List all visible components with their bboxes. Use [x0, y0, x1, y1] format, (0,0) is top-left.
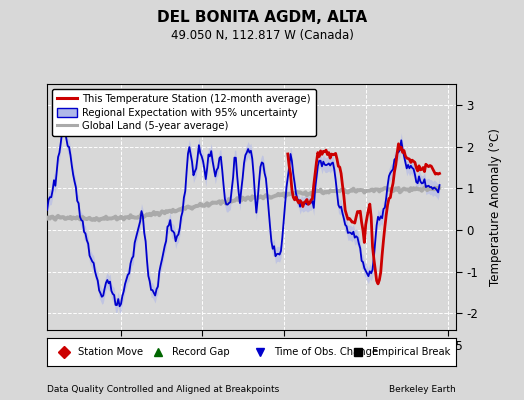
Text: Time of Obs. Change: Time of Obs. Change [274, 347, 378, 357]
Text: Empirical Break: Empirical Break [372, 347, 451, 357]
Text: 49.050 N, 112.817 W (Canada): 49.050 N, 112.817 W (Canada) [171, 30, 353, 42]
Legend: This Temperature Station (12-month average), Regional Expectation with 95% uncer: This Temperature Station (12-month avera… [52, 89, 315, 136]
Text: Record Gap: Record Gap [172, 347, 230, 357]
Text: Berkeley Earth: Berkeley Earth [389, 386, 456, 394]
Text: Data Quality Controlled and Aligned at Breakpoints: Data Quality Controlled and Aligned at B… [47, 386, 279, 394]
Text: Station Move: Station Move [78, 347, 143, 357]
Text: DEL BONITA AGDM, ALTA: DEL BONITA AGDM, ALTA [157, 10, 367, 26]
Y-axis label: Temperature Anomaly (°C): Temperature Anomaly (°C) [489, 128, 503, 286]
